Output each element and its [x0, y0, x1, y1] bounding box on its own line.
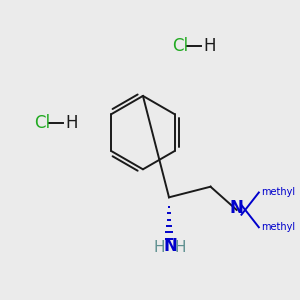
Text: Cl: Cl — [172, 37, 188, 55]
Text: H: H — [204, 37, 216, 55]
Text: Cl: Cl — [34, 114, 50, 132]
Text: N: N — [230, 199, 244, 217]
Text: methyl: methyl — [261, 188, 295, 197]
Text: H: H — [175, 240, 186, 255]
Text: H: H — [154, 240, 165, 255]
Text: N: N — [163, 237, 177, 255]
Text: methyl: methyl — [261, 222, 295, 232]
Text: H: H — [66, 114, 78, 132]
